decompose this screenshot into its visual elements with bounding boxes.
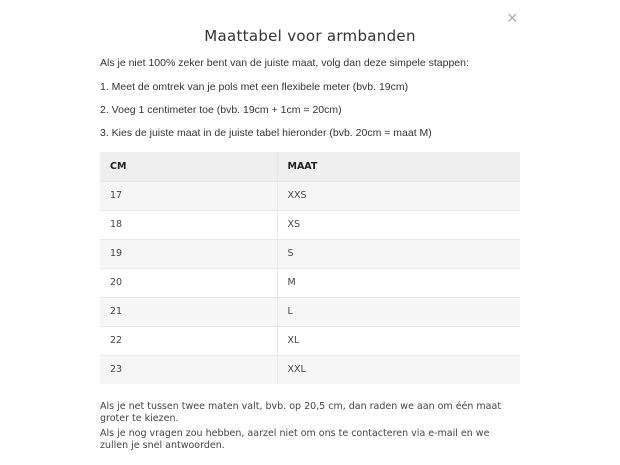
table-row: 18 XS xyxy=(100,209,520,239)
cell-maat: S xyxy=(277,238,520,268)
cell-cm: 20 xyxy=(100,267,278,297)
step-2: 2. Voeg 1 centimeter toe (bvb. 19cm + 1c… xyxy=(100,104,342,116)
note-between-sizes: Als je net tussen twee maten valt, bvb. … xyxy=(100,401,502,424)
table-header-row: CM MAAT xyxy=(100,152,520,181)
cell-maat: XXL xyxy=(277,354,520,384)
header-maat: MAAT xyxy=(277,152,520,181)
table-row: 17 XXS xyxy=(100,180,520,210)
cell-maat: XS xyxy=(277,209,520,239)
cell-maat: L xyxy=(277,296,520,326)
cell-cm: 22 xyxy=(100,325,278,355)
size-table: CM MAAT 17 XXS 18 XS 19 S 20 M 21 L 22 XL 23 XXL xyxy=(100,152,520,384)
close-icon[interactable]: × xyxy=(507,8,518,28)
table-row: 21 L xyxy=(100,296,520,326)
step-1: 1. Meet de omtrek van je pols met een fl… xyxy=(100,81,409,93)
dialog-title: Maattabel voor armbanden xyxy=(204,27,416,45)
cell-cm: 23 xyxy=(100,354,278,384)
cell-cm: 17 xyxy=(100,180,278,210)
header-cm: CM xyxy=(100,152,278,181)
table-row: 23 XXL xyxy=(100,354,520,384)
cell-cm: 21 xyxy=(100,296,278,326)
table-row: 19 S xyxy=(100,238,520,268)
cell-maat: M xyxy=(277,267,520,297)
cell-maat: XL xyxy=(277,325,520,355)
intro-text: Als je niet 100% zeker bent van de juist… xyxy=(100,57,469,69)
cell-cm: 18 xyxy=(100,209,278,239)
cell-cm: 19 xyxy=(100,238,278,268)
step-3: 3. Kies de juiste maat in de juiste tabe… xyxy=(100,127,432,139)
table-row: 20 M xyxy=(100,267,520,297)
cell-maat: XXS xyxy=(277,180,520,210)
table-row: 22 XL xyxy=(100,325,520,355)
note-contact: Als je nog vragen zou hebben, aarzel nie… xyxy=(100,428,490,451)
